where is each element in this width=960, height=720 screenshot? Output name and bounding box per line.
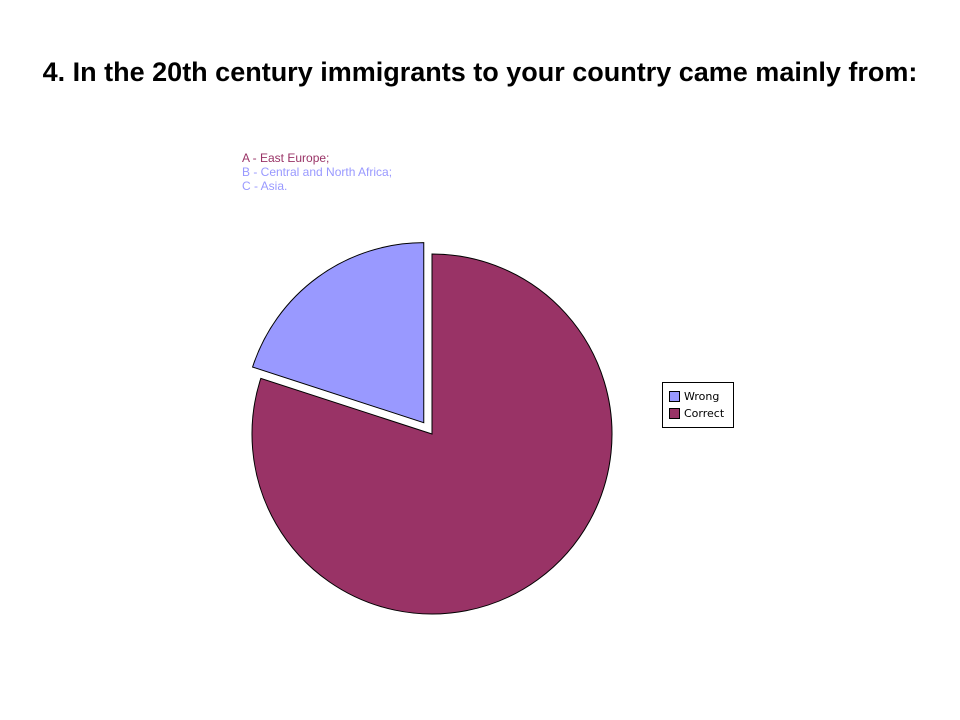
pie-slice-correct (251, 253, 613, 615)
option-c: C - Asia. (242, 179, 288, 193)
legend-swatch-correct (669, 408, 680, 419)
legend-label-wrong: Wrong (684, 390, 720, 403)
answer-options: A - East Europe; B - Central and North A… (242, 151, 392, 193)
legend-swatch-wrong (669, 391, 680, 402)
pie-slice-wrong (251, 242, 425, 424)
legend-item-correct: Correct (669, 405, 733, 422)
legend-item-wrong: Wrong (669, 388, 733, 405)
chart-legend: Wrong Correct (662, 382, 734, 428)
legend-label-correct: Correct (684, 407, 725, 420)
slide-title: 4. In the 20th century immigrants to you… (42, 57, 918, 87)
option-a: A - East Europe; (242, 151, 330, 165)
option-b: B - Central and North Africa; (242, 165, 393, 179)
